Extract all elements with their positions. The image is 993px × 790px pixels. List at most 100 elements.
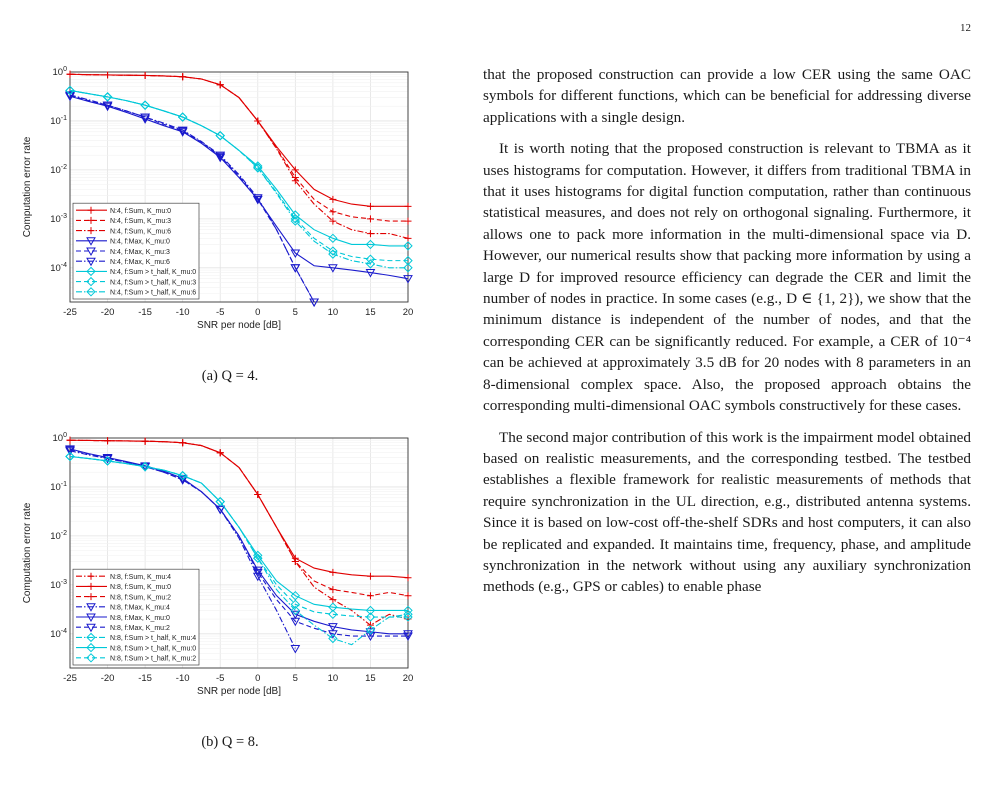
data-point (404, 217, 412, 225)
data-point (365, 625, 376, 635)
data-point (404, 592, 412, 600)
data-point (141, 71, 149, 79)
body-text-column: that the proposed construction can provi… (483, 64, 971, 598)
legend: N:8, f:Sum, K_mu:4 N:8, f:Sum, K_mu:0 N:8,… (72, 568, 200, 666)
data-point (403, 275, 413, 284)
legend-entry: N:8, f:Max, K_mu:4 (110, 605, 170, 612)
data-point (177, 126, 188, 136)
series-line (69, 448, 408, 635)
legend-entry: N:4, f:Sum, K_mu:3 (110, 218, 171, 225)
data-point (328, 602, 338, 612)
data-point (403, 612, 413, 622)
legend-entry: N:4, f:Sum > t_half, K_mu:6 (110, 290, 196, 297)
data-point (290, 610, 301, 620)
legend-entry: N:8, f:Sum, K_mu:2 (110, 594, 171, 601)
data-point (328, 233, 338, 244)
series-line (69, 73, 409, 239)
data-point (290, 605, 301, 616)
data-point (365, 632, 376, 642)
data-point (65, 446, 75, 455)
data-point (253, 163, 263, 173)
y-tick-label: 100 (53, 66, 68, 78)
data-point (86, 237, 96, 246)
data-point (65, 451, 75, 462)
data-point (291, 177, 299, 185)
x-tick-label: 0 (255, 673, 260, 684)
data-point (65, 447, 75, 456)
data-point (177, 470, 188, 481)
data-point (86, 247, 96, 257)
data-point (177, 476, 188, 485)
data-point (366, 621, 374, 629)
data-point (252, 194, 263, 203)
series-line (69, 89, 408, 269)
data-point (102, 101, 113, 111)
data-point (215, 496, 225, 507)
data-point (252, 566, 263, 576)
data-point (309, 298, 319, 308)
y-tick-label: 10-1 (50, 115, 67, 127)
series-group (65, 436, 413, 654)
x-tick-label: -5 (216, 307, 224, 318)
data-point (215, 130, 225, 141)
data-point (87, 206, 95, 214)
data-point (140, 113, 150, 123)
data-point (65, 91, 75, 100)
data-point (86, 257, 96, 267)
legend-entry: N:8, f:Max, K_mu:0 (110, 615, 170, 622)
data-point (87, 216, 95, 224)
legend-entry: N:8, f:Sum > t_half, K_mu:2 (110, 656, 196, 663)
data-point (404, 202, 412, 210)
legend-entry: N:8, f:Sum > t_half, K_mu:4 (110, 635, 196, 642)
figure-b-plot: -25 -20 -15 -10 -5 0 5 10 15 20 100 10-1 10-2 10-3 10-… (22, 432, 413, 697)
page-number: 12 (960, 22, 971, 34)
body-paragraph: that the proposed construction can provi… (483, 66, 971, 126)
x-tick-label: 10 (328, 673, 339, 684)
data-point (252, 568, 263, 578)
x-tick-label: 0 (255, 307, 260, 318)
data-point (86, 653, 96, 663)
data-point (290, 645, 301, 654)
legend: N:4, f:Sum, K_mu:0 N:4, f:Sum, K_mu:3 N:4,… (72, 202, 200, 300)
x-tick-label: 5 (293, 307, 298, 318)
data-point (403, 605, 413, 616)
data-point (102, 102, 113, 112)
data-point (365, 239, 376, 250)
data-point (328, 630, 338, 639)
data-point (177, 112, 188, 122)
data-point (366, 215, 374, 223)
series-line (69, 89, 408, 262)
data-point (66, 436, 74, 444)
data-point (86, 613, 96, 623)
data-point (290, 216, 301, 226)
data-point (329, 596, 337, 604)
y-tick-label: 10-2 (50, 164, 67, 176)
data-point (404, 234, 412, 242)
data-point (291, 166, 299, 174)
data-point (403, 255, 413, 266)
data-point (329, 208, 337, 216)
data-point (366, 202, 374, 210)
figure-a-caption: (a) Q = 4. (201, 368, 259, 384)
data-point (65, 85, 75, 96)
x-tick-label: -10 (176, 307, 190, 318)
data-point (254, 491, 262, 499)
plot-frame (69, 71, 409, 303)
x-tick-label: -15 (138, 307, 152, 318)
data-point (403, 263, 413, 273)
data-point (328, 264, 338, 273)
data-point (404, 574, 412, 582)
series-line (69, 94, 315, 303)
data-point (366, 230, 374, 238)
legend-entry: N:8, f:Sum, K_mu:4 (110, 574, 171, 581)
data-point (328, 246, 338, 256)
series-line (69, 449, 408, 637)
data-point (328, 633, 338, 644)
data-point (254, 117, 262, 125)
data-point (104, 71, 112, 79)
series-line (69, 73, 408, 222)
data-point (365, 612, 376, 622)
data-point (215, 151, 226, 161)
plot-frame (69, 437, 409, 669)
legend-entry: N:4, f:Sum, K_mu:0 (110, 208, 171, 215)
